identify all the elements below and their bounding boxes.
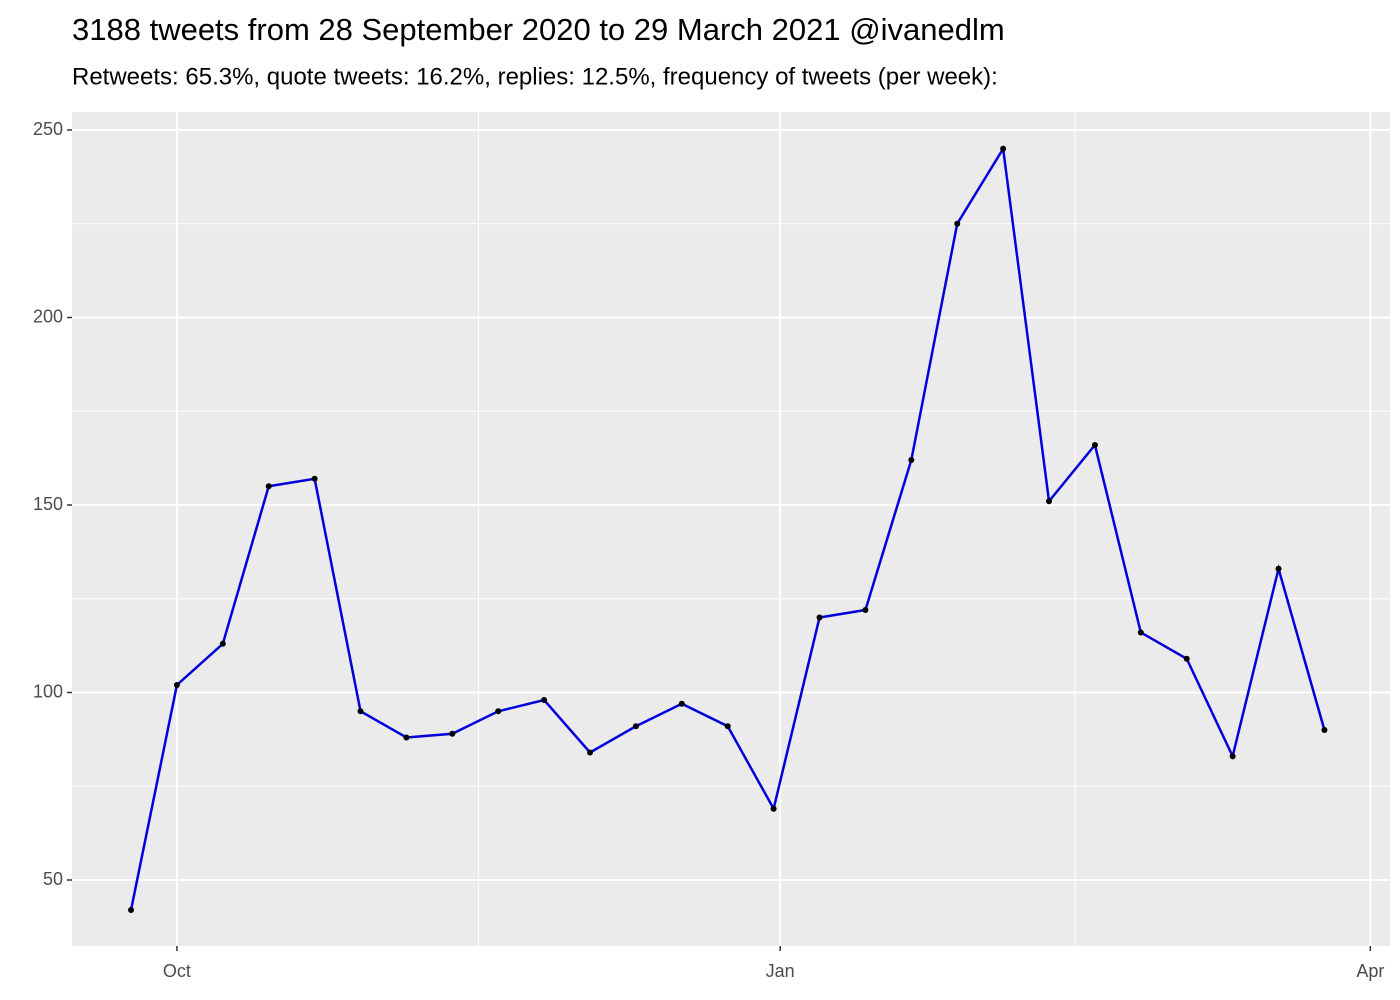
x-tick-label: Jan <box>766 961 795 981</box>
data-point <box>954 220 961 227</box>
plot-panel <box>72 112 1390 946</box>
data-point <box>1229 753 1236 760</box>
data-point <box>1046 498 1053 505</box>
data-point <box>632 723 639 730</box>
chart-title: 3188 tweets from 28 September 2020 to 29… <box>72 12 1005 47</box>
x-tick-label: Oct <box>163 961 191 981</box>
x-tick-label: Apr <box>1356 961 1384 981</box>
y-tick-label: 150 <box>33 494 63 514</box>
y-tick-label: 250 <box>33 119 63 139</box>
data-point <box>173 682 180 688</box>
data-point <box>311 475 318 482</box>
data-point <box>403 734 410 741</box>
data-point <box>1183 655 1190 662</box>
data-point <box>862 607 869 613</box>
data-point <box>816 614 823 621</box>
data-point <box>1275 565 1282 572</box>
data-point <box>908 457 915 463</box>
data-point <box>495 708 502 715</box>
data-point <box>357 708 364 715</box>
y-tick-label: 200 <box>33 306 63 326</box>
data-point <box>724 723 731 730</box>
chart-subtitle: Retweets: 65.3%, quote tweets: 16.2%, re… <box>72 63 998 90</box>
data-point <box>587 749 594 756</box>
data-point <box>1000 145 1007 152</box>
data-point <box>219 640 226 647</box>
data-point <box>265 483 272 490</box>
data-point <box>1137 629 1144 636</box>
data-point <box>128 907 135 913</box>
data-point <box>1091 442 1098 448</box>
y-tick-label: 100 <box>33 681 63 701</box>
data-point <box>541 697 548 703</box>
y-tick-label: 50 <box>43 869 63 889</box>
data-point <box>1321 727 1328 733</box>
data-point <box>449 730 456 737</box>
data-point <box>678 700 685 707</box>
data-point <box>770 805 777 812</box>
